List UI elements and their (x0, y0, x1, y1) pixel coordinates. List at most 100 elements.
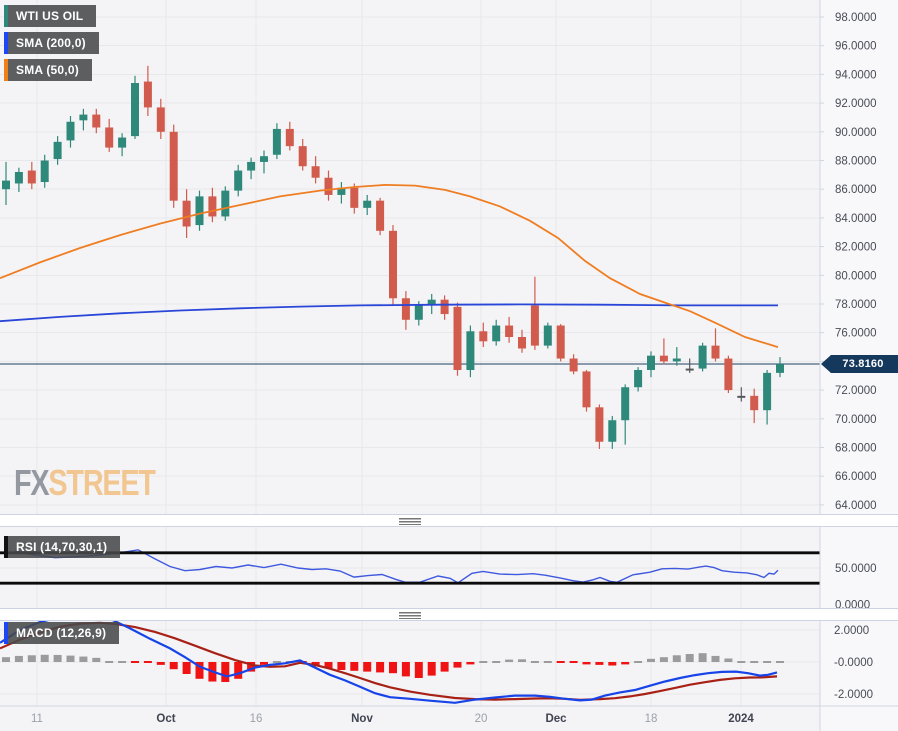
rsi-indicator-label: RSI (14,70,30,1) (16, 540, 108, 554)
x-axis-label: 2024 (728, 713, 754, 725)
macd-histogram-bar (543, 661, 552, 663)
candle-body (131, 83, 139, 137)
watermark-street: STREET (48, 462, 156, 503)
candle-body (105, 127, 114, 148)
candle-body (595, 407, 604, 442)
candle-body (763, 372, 772, 411)
candlestick-series (2, 65, 784, 449)
macd-histogram-bar (647, 658, 655, 662)
candle-body (118, 137, 127, 148)
x-axis-label: 20 (475, 713, 488, 725)
y-axis-label: 84.0000 (835, 213, 877, 225)
candle-body (672, 358, 681, 362)
rsi-indicator-badge[interactable]: RSI (14,70,30,1) (4, 536, 121, 558)
macd-histogram-bar (634, 661, 643, 663)
macd-histogram-bar (247, 662, 256, 672)
candle-body (427, 299, 436, 306)
macd-histogram-bar (556, 661, 565, 663)
symbol-label: WTI US OIL (16, 9, 84, 23)
macd-histogram-bar (66, 655, 75, 662)
candle-body (234, 170, 243, 191)
macd-indicator-badge[interactable]: MACD (12,26,9) (4, 622, 120, 644)
candle-body (776, 364, 784, 373)
macd-histogram-bar (324, 662, 333, 669)
last-price-value: 73.8160 (842, 358, 884, 370)
candle-body (582, 371, 591, 408)
candle-body (208, 196, 217, 217)
macd-histogram-bar (672, 655, 681, 662)
candle-body (492, 325, 501, 342)
panel-divider-macd[interactable] (0, 608, 898, 621)
y-axis-label: 82.0000 (835, 242, 877, 254)
rsi-accent-bar (4, 536, 8, 558)
sma200-label: SMA (200,0) (16, 36, 86, 50)
candle-body (556, 325, 565, 359)
macd-histogram-bar (131, 661, 139, 663)
sma50-line (0, 183, 779, 348)
sma50-label: SMA (50,0) (16, 63, 79, 77)
time-axis-labels[interactable]: 11 Oct 16 Nov 20 Dec 18 2024 (31, 713, 754, 725)
candle-body (376, 200, 385, 231)
macd-histogram-bar (776, 661, 784, 663)
candle-body (350, 187, 359, 208)
candle-body (156, 107, 165, 132)
candle-body (621, 387, 630, 421)
macd-histogram-bar (234, 662, 243, 679)
divider-drag-handle-icon[interactable] (399, 517, 421, 525)
candle-body (27, 170, 36, 184)
macd-histogram-bar (518, 659, 526, 662)
y-axis-label: 72.0000 (835, 385, 877, 397)
macd-histogram-bar (40, 654, 49, 662)
candle-body (195, 196, 204, 226)
candle-body (608, 420, 617, 442)
macd-histogram-bar (195, 662, 204, 679)
macd-histogram-bar (414, 662, 423, 678)
symbol-badge[interactable]: WTI US OIL (4, 5, 97, 27)
x-axis-label: Nov (351, 713, 373, 725)
panel-divider-rsi[interactable] (0, 514, 898, 527)
candle-body (479, 331, 488, 342)
candle-body (750, 395, 759, 411)
macd-histogram-bar (530, 661, 539, 663)
macd-histogram-bar (466, 662, 475, 665)
symbol-accent-bar (4, 5, 8, 27)
macd-histogram-bar (492, 661, 501, 663)
candle-body (659, 355, 668, 362)
macd-histogram-bar (118, 661, 127, 663)
macd-signal-line (0, 621, 778, 701)
macd-axis-label: -0.0000 (834, 657, 873, 669)
candle-body (92, 114, 101, 128)
macd-histogram-bar (737, 661, 746, 663)
macd-histogram-bar (376, 662, 385, 673)
macd-histogram-bar (763, 661, 772, 663)
macd-histogram-bar (337, 662, 346, 670)
macd-histogram-bar (685, 654, 694, 662)
candle-body (143, 81, 152, 108)
candle-body (569, 358, 578, 372)
candle-body (440, 299, 449, 315)
y-axis-label: 64.0000 (835, 500, 877, 512)
candle-body (298, 146, 307, 167)
macd-histogram-bar (105, 661, 114, 663)
sma200-badge[interactable]: SMA (200,0) (4, 32, 99, 54)
gridlines (0, 0, 820, 706)
candle-body (505, 325, 514, 338)
candle-body (414, 305, 423, 320)
macd-histogram-bar (27, 655, 36, 662)
rsi-line (14, 549, 779, 584)
candle-body (2, 180, 10, 190)
macd-accent-bar (4, 622, 8, 644)
sma50-badge[interactable]: SMA (50,0) (4, 59, 92, 81)
candle-body (685, 368, 694, 371)
macd-histogram-bar (143, 661, 152, 663)
candle-body (530, 305, 539, 346)
macd-histogram-bar (479, 661, 488, 663)
candle-body (647, 355, 655, 371)
candle-body (389, 230, 397, 299)
y-axis-label: 90.0000 (835, 127, 877, 139)
divider-drag-handle-icon[interactable] (399, 611, 421, 619)
macd-main-line (0, 613, 778, 704)
candle-body (260, 156, 268, 162)
macd-histogram-bar (169, 662, 178, 670)
